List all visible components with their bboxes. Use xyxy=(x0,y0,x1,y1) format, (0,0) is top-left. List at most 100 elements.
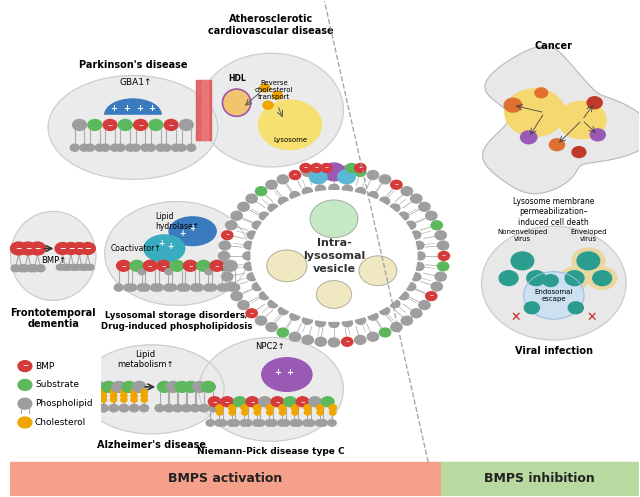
Circle shape xyxy=(419,202,430,211)
Circle shape xyxy=(227,420,236,426)
Circle shape xyxy=(70,144,79,151)
Circle shape xyxy=(125,144,134,151)
Circle shape xyxy=(246,397,259,407)
Circle shape xyxy=(342,337,353,346)
Circle shape xyxy=(265,420,273,426)
Circle shape xyxy=(565,271,584,286)
Text: −: − xyxy=(324,166,328,170)
Circle shape xyxy=(36,265,45,272)
Circle shape xyxy=(205,269,212,275)
Circle shape xyxy=(173,405,182,412)
Circle shape xyxy=(268,204,278,212)
Circle shape xyxy=(560,267,589,290)
Circle shape xyxy=(296,397,309,407)
Circle shape xyxy=(166,381,180,392)
Text: +: + xyxy=(158,239,164,248)
Circle shape xyxy=(593,271,612,286)
Circle shape xyxy=(251,191,417,321)
Circle shape xyxy=(231,292,243,301)
Circle shape xyxy=(124,284,133,291)
Circle shape xyxy=(100,393,107,398)
Circle shape xyxy=(367,170,379,179)
Circle shape xyxy=(219,262,230,271)
Circle shape xyxy=(367,332,379,341)
Circle shape xyxy=(406,221,415,229)
Circle shape xyxy=(359,256,397,286)
Circle shape xyxy=(577,252,600,270)
Text: GBA1↑: GBA1↑ xyxy=(120,79,152,87)
Circle shape xyxy=(221,397,234,407)
Circle shape xyxy=(290,312,300,320)
Circle shape xyxy=(164,284,173,291)
Circle shape xyxy=(141,389,147,394)
Circle shape xyxy=(184,260,197,271)
Circle shape xyxy=(199,405,208,412)
Circle shape xyxy=(414,262,424,270)
Text: Reverse
cholesterol
transport: Reverse cholesterol transport xyxy=(255,81,294,100)
Circle shape xyxy=(329,405,337,411)
Circle shape xyxy=(380,328,390,337)
Circle shape xyxy=(406,283,415,291)
Text: Enveloped
virus: Enveloped virus xyxy=(570,229,607,242)
Text: −: − xyxy=(225,233,229,238)
Circle shape xyxy=(316,319,326,327)
Circle shape xyxy=(411,194,422,203)
Circle shape xyxy=(137,284,146,291)
Circle shape xyxy=(368,192,378,199)
Circle shape xyxy=(255,187,267,196)
Circle shape xyxy=(238,301,249,310)
Bar xyxy=(13,352,100,434)
Circle shape xyxy=(380,307,390,315)
Text: +: + xyxy=(189,224,196,233)
Circle shape xyxy=(216,410,223,415)
Text: Lysosome: Lysosome xyxy=(273,137,307,143)
Text: −: − xyxy=(358,166,362,170)
Circle shape xyxy=(266,180,277,189)
Circle shape xyxy=(131,393,137,398)
Circle shape xyxy=(17,265,26,272)
Circle shape xyxy=(437,241,449,250)
Circle shape xyxy=(311,164,322,172)
Circle shape xyxy=(289,332,301,341)
Circle shape xyxy=(321,164,332,172)
Ellipse shape xyxy=(169,217,216,246)
Text: +: + xyxy=(111,104,118,113)
Circle shape xyxy=(132,381,146,392)
Circle shape xyxy=(73,264,81,270)
Circle shape xyxy=(80,144,89,151)
Bar xyxy=(196,81,211,140)
Circle shape xyxy=(164,405,173,412)
Circle shape xyxy=(210,260,224,271)
Ellipse shape xyxy=(262,358,312,391)
Circle shape xyxy=(505,89,565,136)
Circle shape xyxy=(129,405,138,412)
Polygon shape xyxy=(483,46,640,194)
Circle shape xyxy=(243,252,253,260)
Circle shape xyxy=(437,262,449,271)
Circle shape xyxy=(92,381,106,392)
Circle shape xyxy=(242,410,248,415)
Ellipse shape xyxy=(79,345,224,434)
Circle shape xyxy=(206,420,214,426)
Circle shape xyxy=(170,260,184,271)
Circle shape xyxy=(290,192,300,199)
Circle shape xyxy=(112,381,125,392)
Circle shape xyxy=(225,221,237,230)
Circle shape xyxy=(88,119,102,130)
Circle shape xyxy=(141,397,147,402)
Circle shape xyxy=(70,264,77,270)
Circle shape xyxy=(231,211,243,220)
Circle shape xyxy=(278,197,289,205)
Circle shape xyxy=(99,405,108,412)
Ellipse shape xyxy=(48,76,218,179)
Circle shape xyxy=(111,397,116,402)
Circle shape xyxy=(99,405,108,412)
Circle shape xyxy=(120,405,129,412)
Circle shape xyxy=(181,405,191,412)
Circle shape xyxy=(29,242,45,255)
Circle shape xyxy=(78,264,86,270)
Circle shape xyxy=(390,300,400,308)
Circle shape xyxy=(302,335,314,344)
Circle shape xyxy=(100,144,109,151)
Circle shape xyxy=(18,361,32,372)
